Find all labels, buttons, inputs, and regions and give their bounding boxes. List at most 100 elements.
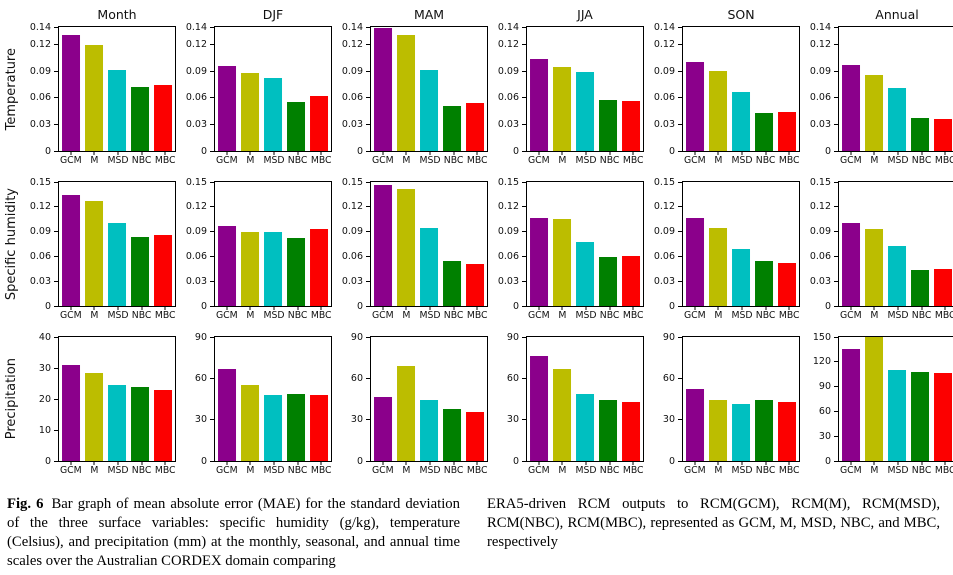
x-tick-mark <box>453 307 455 310</box>
y-tick-mark <box>54 44 58 46</box>
x-tick-label: M <box>402 465 411 476</box>
x-axis: GCM M MSD NBC MBC <box>59 462 177 478</box>
bar-nbc <box>911 371 930 461</box>
subplot-temperature-annual: Annual 0 0.03 0.06 0.09 0.12 0.14 GCM M MSD NBC MBC <box>801 6 953 168</box>
x-tick-label: MBC <box>934 310 953 321</box>
y-tick-label: 0.14 <box>809 21 831 33</box>
subplot-title: SON <box>727 7 755 22</box>
x-tick-mark <box>164 307 166 310</box>
y-tick-mark <box>366 305 370 307</box>
caption-left-column: Fig. 6 Bar graph of mean absolute error (… <box>7 495 460 571</box>
bar-gcm <box>685 62 704 151</box>
x-tick-label: M <box>870 155 879 166</box>
x-tick-label: MBC <box>310 310 332 321</box>
y-tick-label: 0.06 <box>497 250 519 262</box>
y-tick-label: 30 <box>506 414 519 426</box>
y-tick-label: 0.14 <box>29 21 51 33</box>
x-axis: GCM M MSD NBC MBC <box>371 462 489 478</box>
x-tick-mark <box>70 307 72 310</box>
y-tick-mark <box>834 435 838 437</box>
y-tick-label: 0.15 <box>29 176 51 188</box>
subplot-temperature-djf: DJF 0 0.03 0.06 0.09 0.12 0.14 GCM M MSD NBC MBC <box>177 6 333 168</box>
plot-area <box>682 26 800 152</box>
x-tick-label: M <box>90 465 99 476</box>
y-tick-label: 0.06 <box>809 92 831 104</box>
y-tick-label: 0.12 <box>185 39 207 51</box>
x-tick-label: NBC <box>911 155 932 166</box>
x-tick-mark <box>93 307 95 310</box>
y-tick-label: 90 <box>818 381 831 393</box>
x-tick-mark <box>788 462 790 465</box>
bar-gcm <box>217 368 236 461</box>
bar-gcm <box>373 27 392 151</box>
y-tick-mark <box>522 97 526 99</box>
x-tick-label: NBC <box>755 465 776 476</box>
plot-area <box>526 26 644 152</box>
y-tick-mark <box>366 181 370 183</box>
x-tick-mark <box>476 462 478 465</box>
bar-gcm <box>685 389 704 461</box>
subplot-precipitation-son: 0 30 60 90 GCM M MSD NBC MBC <box>645 332 801 478</box>
x-tick-label: GCM <box>59 310 82 321</box>
x-tick-mark <box>694 462 696 465</box>
y-tick-mark <box>54 280 58 282</box>
x-tick-label: GCM <box>527 155 550 166</box>
bar-gcm <box>841 65 860 151</box>
y-tick-label: 0 <box>512 455 519 467</box>
x-tick-label: M <box>402 155 411 166</box>
x-tick-mark <box>609 462 611 465</box>
y-tick-mark <box>834 97 838 99</box>
x-tick-label: M <box>714 310 723 321</box>
bar-msd <box>576 242 594 306</box>
x-tick-label: NBC <box>443 465 464 476</box>
x-tick-mark <box>297 152 299 155</box>
x-tick-mark <box>765 462 767 465</box>
subplot-precipitation-annual: 0 30 60 90 120 150 GCM M MSD NBC MBC <box>801 332 953 478</box>
bar-gcm <box>217 65 236 151</box>
y-tick-label: 0 <box>44 300 51 312</box>
plot-area <box>370 26 488 152</box>
x-tick-label: MSD <box>419 465 441 476</box>
bar-gcm <box>217 225 236 306</box>
x-tick-label: M <box>246 310 255 321</box>
y-axis: 0 0.03 0.06 0.09 0.12 0.15 <box>645 177 682 312</box>
y-tick-label: 30 <box>662 414 675 426</box>
x-axis: GCM M MSD NBC MBC <box>839 307 953 323</box>
row-axis-label: Specific humidity <box>2 181 21 323</box>
bar-msd <box>108 70 126 151</box>
x-tick-mark <box>632 307 634 310</box>
x-tick-mark <box>429 462 431 465</box>
y-tick-label: 0.12 <box>29 201 51 213</box>
x-tick-mark <box>249 462 251 465</box>
x-tick-label: MSD <box>731 155 753 166</box>
bar-m <box>552 219 571 306</box>
bar-msd <box>108 222 126 306</box>
y-tick-mark <box>678 460 682 462</box>
y-tick-mark <box>522 255 526 257</box>
y-tick-label: 0.03 <box>29 275 51 287</box>
y-tick-label: 0.14 <box>653 21 675 33</box>
y-tick-label: 0 <box>200 145 207 157</box>
y-tick-mark <box>834 26 838 28</box>
bar-mbc <box>310 394 329 461</box>
x-tick-label: GCM <box>371 155 394 166</box>
bar-nbc <box>287 102 306 151</box>
bar-gcm <box>61 34 80 151</box>
x-tick-mark <box>164 152 166 155</box>
x-tick-label: MBC <box>778 465 800 476</box>
bar-m <box>552 66 571 151</box>
y-tick-mark <box>366 97 370 99</box>
subplot-specific-humidity-jja: 0 0.03 0.06 0.09 0.12 0.15 GCM M MSD NBC MBC <box>489 177 645 323</box>
figure-caption: Fig. 6 Bar graph of mean absolute error (… <box>7 495 947 571</box>
x-tick-label: NBC <box>599 155 620 166</box>
y-tick-mark <box>54 305 58 307</box>
y-tick-label: 0.12 <box>653 39 675 51</box>
x-tick-mark <box>405 307 407 310</box>
x-tick-label: MBC <box>622 310 644 321</box>
bar-mbc <box>622 101 641 151</box>
y-axis: 0 0.03 0.06 0.09 0.12 0.14 <box>177 22 214 157</box>
y-tick-label: 0.06 <box>185 92 207 104</box>
y-tick-mark <box>834 361 838 363</box>
x-tick-label: GCM <box>683 310 706 321</box>
x-tick-mark <box>609 307 611 310</box>
